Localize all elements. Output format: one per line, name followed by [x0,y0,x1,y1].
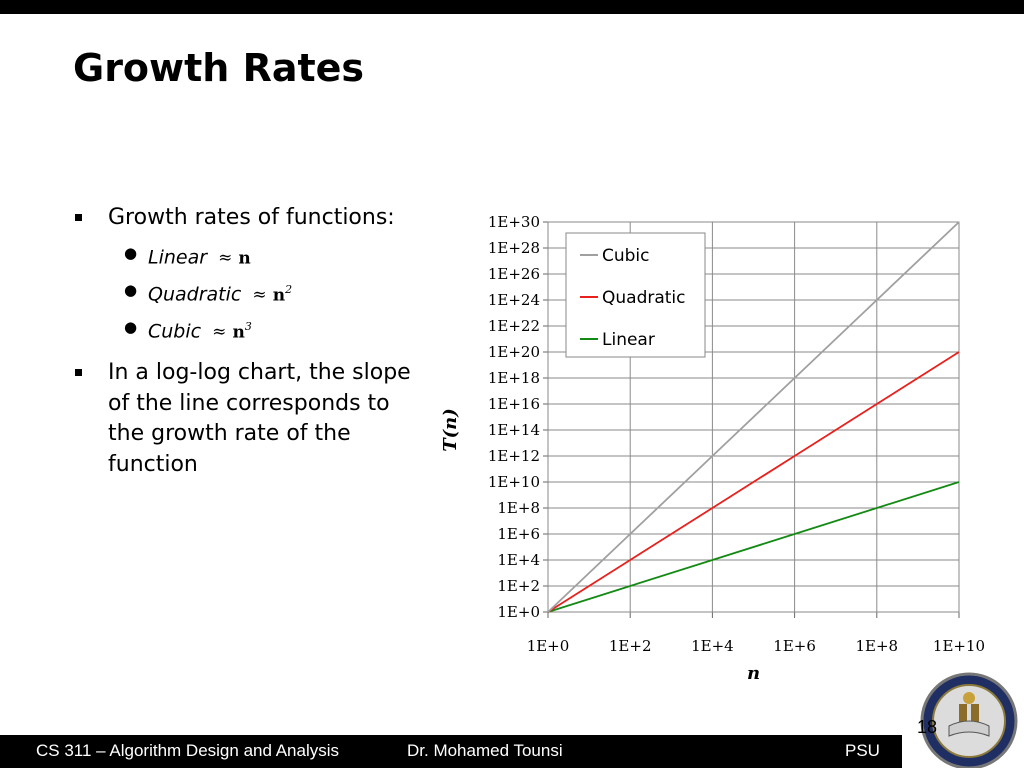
function-exponent: 2 [285,282,293,296]
x-axis-label: n [747,663,760,684]
function-expr: n [232,322,245,343]
y-tick-label: 1E+2 [497,577,540,595]
function-name: Cubic [148,320,202,343]
approx-symbol: ≈ [218,247,233,268]
series-line-quadratic [547,351,960,613]
function-name: Quadratic [148,283,242,306]
legend-label-linear: Linear [602,330,655,350]
square-bullet-icon [75,369,82,377]
top-bar [0,0,1024,14]
plot-area-border [547,221,960,613]
slide-title: Growth Rates [73,46,365,90]
x-tick-label: 1E+8 [855,637,898,655]
approx-symbol: ≈ [252,285,267,306]
y-tick-label: 1E+26 [488,265,540,283]
dot-bullet-icon: ● [124,318,138,337]
legend-box [565,232,706,358]
x-tick-label: 1E+10 [933,637,985,655]
square-bullet-icon [75,214,82,221]
series-line-cubic [547,221,960,613]
footer-course: CS 311 – Algorithm Design and Analysis [36,741,340,760]
legend-label-quadratic: Quadratic [602,288,686,308]
y-tick-label: 1E+6 [497,525,540,543]
y-tick-label: 1E+12 [488,447,540,465]
footer-author: Dr. Mohamed Tounsi [407,741,563,760]
sub-item-cubic: ● Cubic ≈ n3 [108,311,418,348]
y-tick-label: 1E+4 [497,551,540,569]
function-name: Linear [148,245,208,268]
y-tick-label: 1E+28 [488,239,540,257]
bullet-list: Growth rates of functions: ● Linear ≈ n … [73,203,418,480]
y-tick-label: 1E+14 [488,421,540,439]
y-tick-label: 1E+8 [497,499,540,517]
x-tick-label: 1E+6 [773,637,816,655]
y-tick-label: 1E+10 [488,473,540,491]
x-tick-label: 1E+4 [691,637,734,655]
y-tick-label: 1E+30 [488,213,540,231]
legend-label-cubic: Cubic [602,246,650,266]
footer-bar: CS 311 – Algorithm Design and Analysis D… [0,735,902,768]
y-tick-label: 1E+24 [488,291,540,309]
function-exponent: 3 [244,320,252,334]
approx-symbol: ≈ [212,322,227,343]
sub-bullet-list: ● Linear ≈ n ● Quadratic ≈ n2 ● Cubic ≈ … [108,237,418,349]
bullet-text: Growth rates of functions: [108,205,395,230]
y-tick-label: 1E+0 [497,603,540,621]
bullet-growth-rates: Growth rates of functions: ● Linear ≈ n … [73,203,418,348]
bullet-log-log: In a log-log chart, the slope of the lin… [73,358,418,480]
dot-bullet-icon: ● [124,243,138,262]
function-expr: n [238,247,251,268]
university-seal [919,666,1023,772]
y-tick-label: 1E+22 [488,317,540,335]
sub-item-quadratic: ● Quadratic ≈ n2 [108,274,418,311]
series-line-linear [547,481,960,613]
bullet-text: In a log-log chart, the slope of the lin… [108,360,411,477]
sub-item-linear: ● Linear ≈ n [108,237,418,274]
page-number: 18 [917,717,938,737]
dot-bullet-icon: ● [124,280,138,299]
y-tick-label: 1E+16 [488,395,540,413]
y-tick-label: 1E+20 [488,343,540,361]
y-tick-label: 1E+18 [488,369,540,387]
x-tick-label: 1E+0 [527,637,570,655]
footer-org: PSU [845,741,880,760]
y-axis-label: T(n) [440,408,461,452]
x-tick-label: 1E+2 [609,637,652,655]
function-expr: n [272,285,286,306]
growth-rate-chart: 1E+0 1E+2 1E+4 1E+6 1E+8 1E+10 1E+12 1E+14 1E+16… [440,213,985,684]
